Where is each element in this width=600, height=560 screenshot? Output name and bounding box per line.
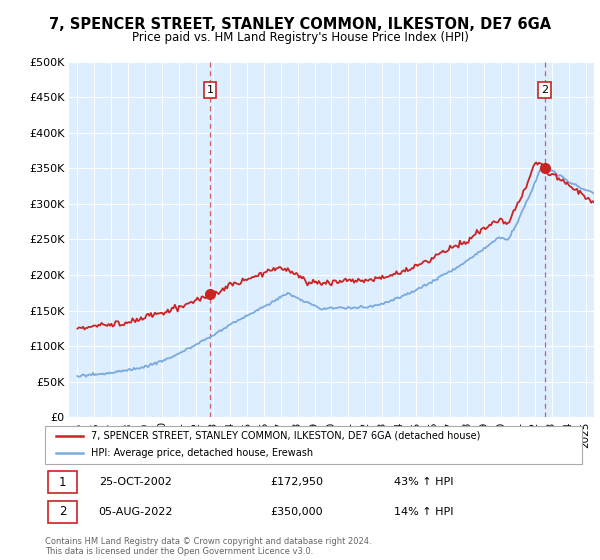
Text: This data is licensed under the Open Government Licence v3.0.: This data is licensed under the Open Gov… [45, 548, 313, 557]
Text: £172,950: £172,950 [271, 477, 323, 487]
FancyBboxPatch shape [45, 426, 582, 464]
FancyBboxPatch shape [47, 501, 77, 522]
Text: 05-AUG-2022: 05-AUG-2022 [98, 507, 173, 517]
Text: 14% ↑ HPI: 14% ↑ HPI [394, 507, 454, 517]
Text: 1: 1 [206, 85, 214, 95]
Text: 43% ↑ HPI: 43% ↑ HPI [394, 477, 454, 487]
Text: Contains HM Land Registry data © Crown copyright and database right 2024.: Contains HM Land Registry data © Crown c… [45, 538, 371, 547]
Text: Price paid vs. HM Land Registry's House Price Index (HPI): Price paid vs. HM Land Registry's House … [131, 31, 469, 44]
FancyBboxPatch shape [47, 472, 77, 493]
Text: 2: 2 [541, 85, 548, 95]
Text: 7, SPENCER STREET, STANLEY COMMON, ILKESTON, DE7 6GA: 7, SPENCER STREET, STANLEY COMMON, ILKES… [49, 17, 551, 32]
Text: £350,000: £350,000 [271, 507, 323, 517]
Text: HPI: Average price, detached house, Erewash: HPI: Average price, detached house, Erew… [91, 449, 313, 459]
Text: 2: 2 [59, 505, 66, 519]
Text: 7, SPENCER STREET, STANLEY COMMON, ILKESTON, DE7 6GA (detached house): 7, SPENCER STREET, STANLEY COMMON, ILKES… [91, 431, 480, 441]
Text: 25-OCT-2002: 25-OCT-2002 [98, 477, 172, 487]
Text: 1: 1 [59, 475, 66, 489]
